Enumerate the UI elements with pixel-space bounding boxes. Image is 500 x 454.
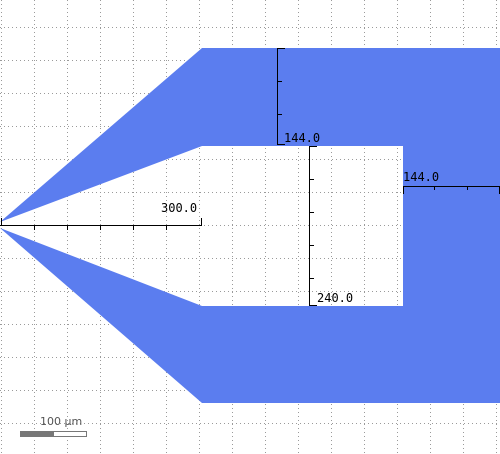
lower-taper-arm[interactable] xyxy=(0,194,500,403)
ruler-taper-length-label: 300.0 xyxy=(161,201,197,215)
scale-bar: 100 µm xyxy=(20,415,87,437)
ruler-top-gap[interactable] xyxy=(277,48,286,145)
ruler-right-gap-label: 144.0 xyxy=(403,170,439,184)
ruler-taper-length[interactable] xyxy=(0,218,202,230)
scale-bar-label: 100 µm xyxy=(40,415,82,428)
scale-bar-fill xyxy=(21,432,54,436)
upper-taper-arm[interactable] xyxy=(0,48,500,222)
device-shapes[interactable] xyxy=(0,48,500,403)
ruler-inner-height-label: 240.0 xyxy=(317,291,353,305)
ruler-inner-height[interactable] xyxy=(309,146,318,306)
ruler-top-gap-label: 144.0 xyxy=(284,131,320,145)
